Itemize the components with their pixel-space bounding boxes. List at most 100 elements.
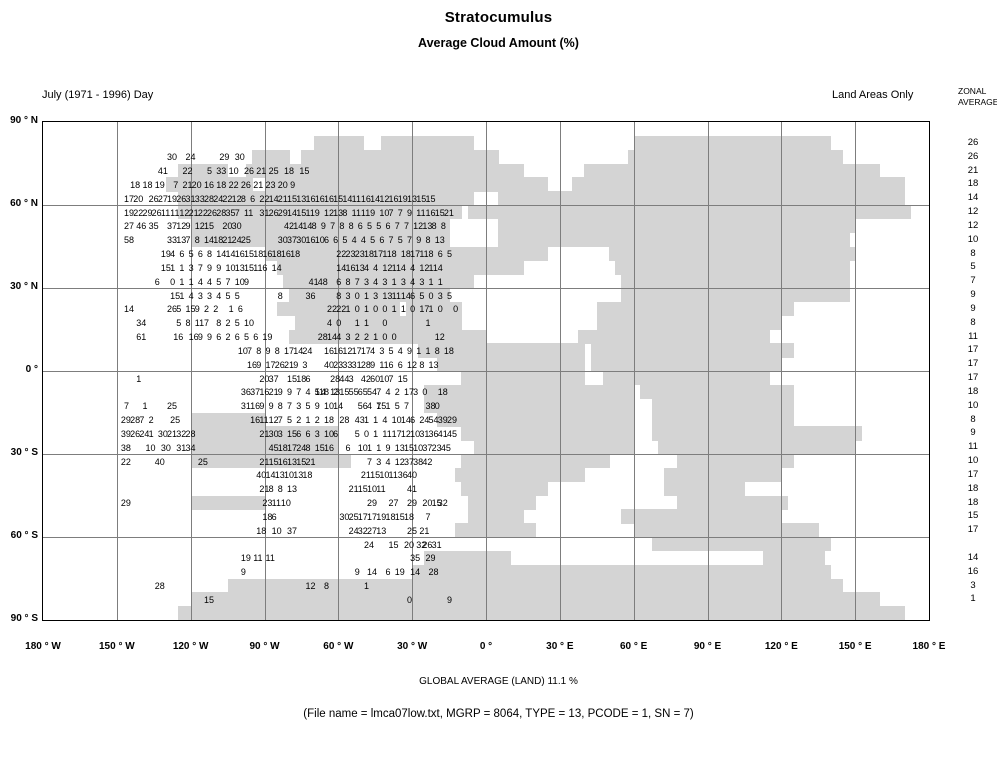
map-land-cell	[264, 232, 272, 247]
map-land-cell	[387, 135, 395, 151]
map-land-cell	[744, 509, 752, 524]
map-land-cell	[664, 246, 672, 261]
map-land-cell	[541, 467, 549, 483]
map-land-cell	[522, 398, 530, 413]
grid-cell-value: 9	[259, 401, 265, 412]
map-land-cell	[707, 371, 715, 386]
map-land-cell	[689, 398, 696, 413]
grid-cell-value: 19	[376, 511, 387, 522]
map-land-cell	[639, 371, 647, 386]
grid-cell-value: 14	[123, 304, 134, 315]
map-land-cell	[387, 149, 395, 164]
map-land-cell	[824, 191, 832, 206]
map-land-cell	[664, 384, 672, 400]
map-land-cell	[362, 149, 370, 164]
map-land-cell	[578, 454, 586, 469]
map-land-cell	[449, 177, 456, 192]
map-land-cell	[196, 606, 204, 621]
grid-cell-value: 6	[410, 290, 416, 301]
map-land-cell	[707, 357, 715, 372]
map-land-cell	[818, 550, 825, 566]
map-land-cell	[344, 205, 352, 220]
map-land-cell	[639, 163, 647, 178]
map-land-cell	[239, 454, 247, 469]
grid-cell-value: 1	[363, 415, 369, 425]
map-land-cell	[849, 163, 856, 178]
map-land-cell	[541, 232, 549, 247]
map-land-cell	[430, 329, 438, 344]
map-land-cell	[707, 495, 715, 510]
map-land-cell	[775, 260, 782, 275]
map-land-cell	[621, 398, 629, 413]
grid-cell-value: 12	[419, 262, 430, 273]
map-land-cell	[762, 384, 770, 400]
map-land-cell	[713, 232, 721, 247]
map-land-cell	[547, 357, 555, 372]
grid-cell-value: 40	[256, 470, 267, 481]
map-land-cell	[572, 177, 579, 192]
map-land-cell	[805, 191, 813, 206]
map-land-cell	[824, 440, 832, 455]
grid-cell-value: 31	[419, 428, 430, 439]
map-land-cell	[307, 288, 315, 303]
map-land-cell	[319, 135, 327, 151]
map-land-cell	[756, 205, 764, 220]
map-land-cell	[744, 537, 752, 552]
map-land-cell	[762, 343, 770, 358]
map-land-cell	[639, 509, 647, 524]
grid-cell-value: 42	[422, 456, 433, 467]
map-land-cell	[633, 606, 641, 621]
map-land-cell	[682, 537, 690, 552]
map-land-cell	[750, 509, 758, 524]
map-land-cell	[276, 149, 284, 164]
map-land-cell	[486, 467, 493, 483]
map-land-cell	[393, 592, 401, 607]
grid-cell-value: 3	[188, 262, 194, 273]
map-land-cell	[689, 205, 696, 220]
map-land-cell	[732, 329, 739, 344]
map-land-cell	[479, 371, 487, 386]
map-land-cell	[818, 537, 825, 552]
map-land-cell	[621, 288, 629, 303]
grid-cell-value: 38	[413, 456, 424, 467]
map-land-cell	[885, 191, 893, 206]
map-land-cell	[689, 578, 696, 593]
world-map-grid[interactable]: 30 24 29 30 41 22 5 33 10 26 21 25 18 15 18 18 19 7 21 20 16…	[42, 121, 930, 621]
map-land-cell	[565, 440, 573, 455]
grid-cell-value: 7	[376, 387, 382, 398]
grid-cell-value: 10	[314, 235, 325, 246]
map-land-cell	[461, 343, 469, 358]
map-land-cell	[442, 357, 450, 372]
map-land-cell	[344, 218, 352, 234]
map-land-cell	[276, 163, 284, 178]
map-land-cell	[719, 205, 727, 220]
grid-cell-value: 1	[148, 428, 154, 439]
map-land-cell	[221, 205, 229, 220]
map-land-cell	[473, 260, 481, 275]
map-land-cell	[350, 578, 358, 593]
map-land-cell	[719, 412, 727, 427]
grid-cell-value: 13	[330, 387, 341, 398]
map-land-cell	[769, 135, 776, 151]
map-land-cell	[652, 191, 659, 206]
grid-cell-value: 21	[277, 193, 288, 204]
grid-cell-value: 37	[268, 373, 279, 384]
map-land-cell	[406, 232, 413, 247]
grid-cell-value: 13	[354, 262, 365, 273]
map-land-cell	[652, 315, 659, 330]
map-land-cell	[479, 495, 487, 510]
map-land-cell	[479, 149, 487, 164]
map-land-cell	[258, 606, 266, 621]
map-land-cell	[670, 177, 678, 192]
grid-cell-value: 17	[367, 511, 378, 522]
grid-cell-value: 1	[179, 290, 185, 301]
map-land-cell	[627, 440, 635, 455]
map-land-cell	[732, 232, 739, 247]
map-land-cell	[836, 578, 844, 593]
grid-cell-value: 6	[333, 428, 339, 439]
grid-cell-value: 4	[320, 387, 326, 398]
grid-cell-value: 38	[120, 442, 131, 453]
map-land-cell	[196, 412, 204, 427]
map-land-cell	[406, 218, 413, 234]
map-land-cell	[744, 592, 752, 607]
